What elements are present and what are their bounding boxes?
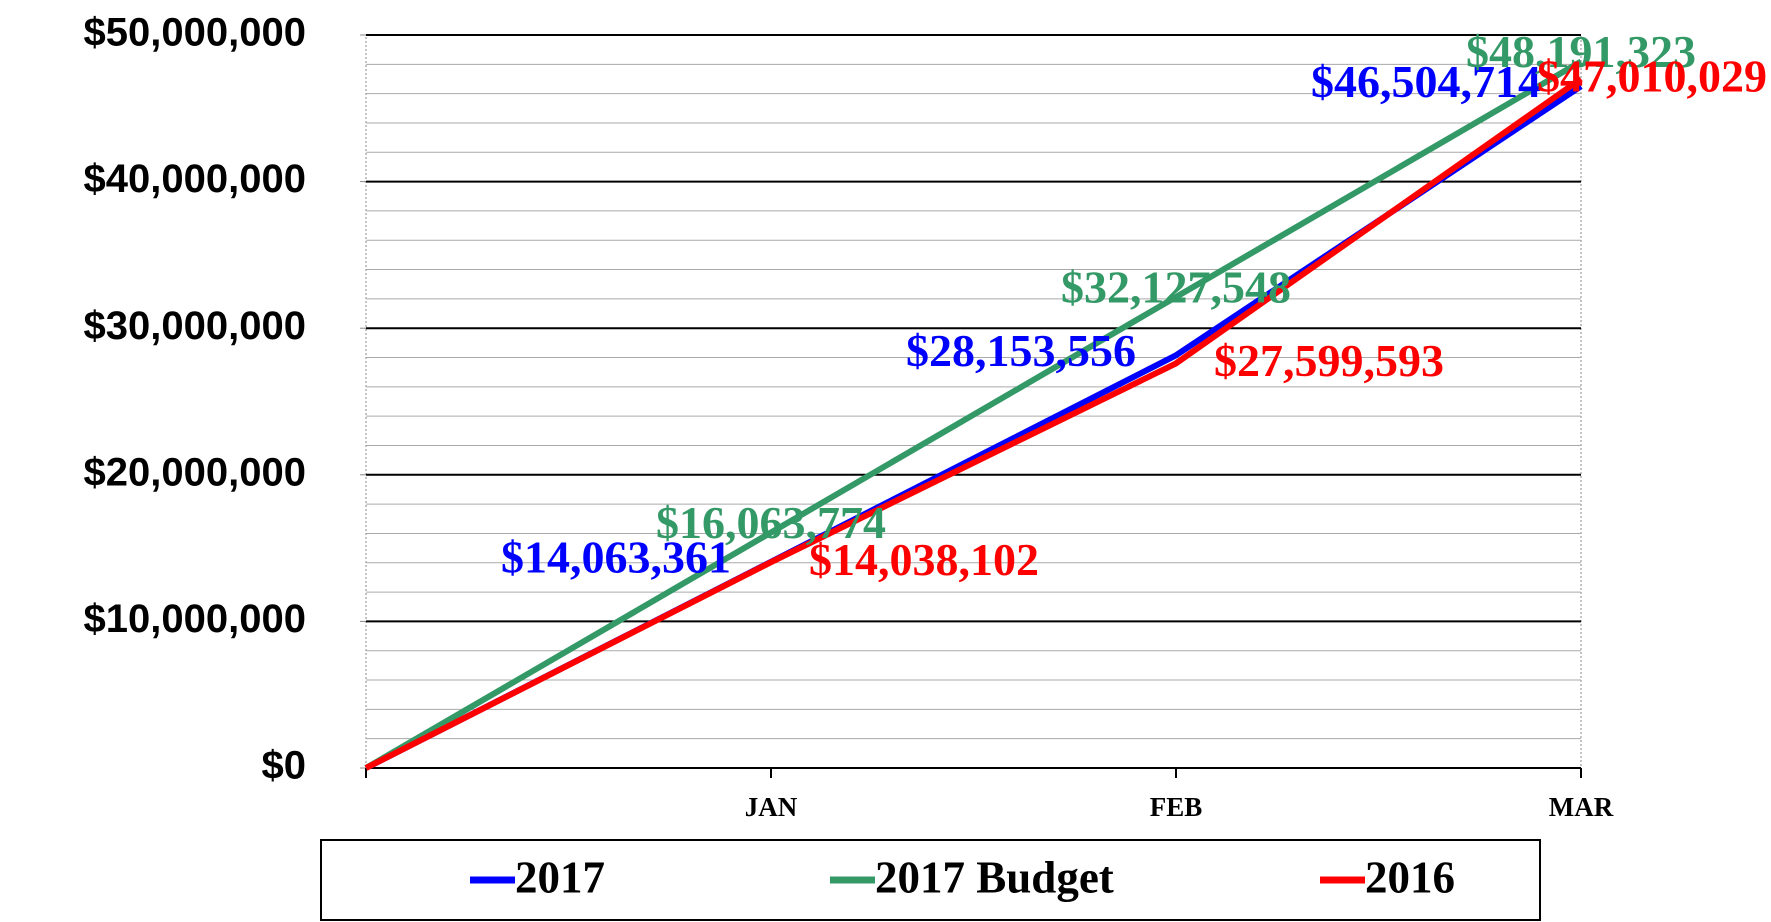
data-label: $28,153,556: [906, 325, 1136, 376]
y-tick-label: $10,000,000: [84, 597, 306, 641]
data-label: $32,127,548: [1061, 262, 1291, 313]
data-label: $48,191,323: [1466, 26, 1696, 77]
series-line: [364, 76, 1583, 771]
x-tick-label: JAN: [745, 792, 798, 822]
y-tick-label: $40,000,000: [84, 157, 306, 201]
y-tick-label: $30,000,000: [84, 304, 306, 348]
data-label: $27,599,593: [1214, 335, 1444, 386]
data-label: $14,038,102: [809, 534, 1039, 585]
y-tick-label: $20,000,000: [84, 450, 306, 494]
data-label: $16,063,774: [656, 497, 886, 548]
y-tick-label: $0: [262, 744, 307, 788]
x-tick-label: FEB: [1150, 792, 1203, 822]
series-line: [364, 58, 1583, 771]
legend-label: 2016: [1365, 852, 1455, 902]
plot-area: [365, 34, 1582, 769]
legend-label: 2017: [515, 852, 605, 902]
data-label: $46,504,714: [1311, 56, 1541, 107]
x-tick-label: MAR: [1549, 792, 1614, 822]
data-label: $47,010,029: [1537, 50, 1767, 101]
y-tick-label: $50,000,000: [84, 11, 306, 55]
legend-label: 2017 Budget: [875, 852, 1114, 902]
data-label: $14,063,361: [501, 531, 731, 582]
